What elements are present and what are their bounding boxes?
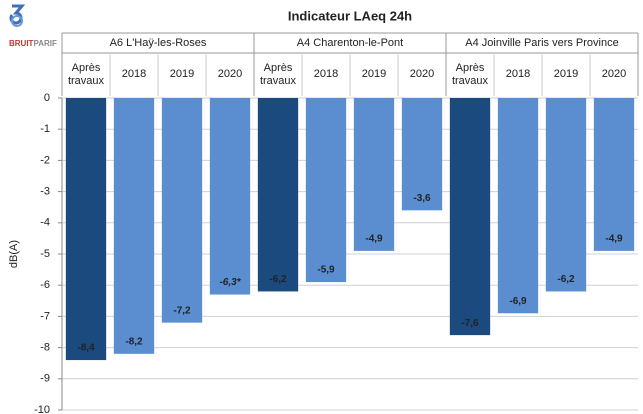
logo-text: BRUITPARIF bbox=[9, 39, 57, 48]
bar bbox=[497, 98, 539, 314]
chart-title: Indicateur LAeq 24h bbox=[288, 8, 412, 23]
x-tick-label: 2020 bbox=[601, 68, 627, 80]
logo-icon bbox=[9, 4, 26, 27]
bar bbox=[65, 98, 107, 361]
x-tick-label: 2020 bbox=[217, 68, 243, 80]
bar bbox=[257, 98, 299, 292]
group-label: A6 L'Haÿ-les-Roses bbox=[109, 36, 207, 49]
value-label: -7,6 bbox=[461, 318, 479, 329]
bar bbox=[449, 98, 491, 336]
y-tick-label: -5 bbox=[40, 248, 50, 260]
x-tick-label: Après travaux bbox=[259, 61, 297, 87]
value-label: -4,9 bbox=[365, 234, 383, 245]
x-tick-label: 2018 bbox=[313, 68, 339, 80]
value-label: -7,2 bbox=[173, 305, 191, 316]
bar bbox=[161, 98, 203, 323]
bar bbox=[305, 98, 347, 283]
y-tick-label: -2 bbox=[40, 154, 50, 166]
value-label: -6,3* bbox=[219, 277, 241, 288]
bar bbox=[593, 98, 635, 251]
x-tick-label: 2018 bbox=[505, 68, 531, 80]
value-label: -6,2 bbox=[269, 274, 287, 285]
y-tick-label: -9 bbox=[40, 373, 50, 385]
bar bbox=[545, 98, 587, 292]
y-tick-label: -7 bbox=[40, 310, 50, 322]
logo-part: BRUIT bbox=[9, 39, 34, 48]
value-label: -8,4 bbox=[77, 343, 95, 354]
group-label: A4 Charenton-le-Pont bbox=[296, 36, 404, 49]
bar bbox=[353, 98, 395, 251]
value-label: -8,2 bbox=[125, 336, 143, 347]
value-label: -4,9 bbox=[605, 234, 623, 245]
value-label: -6,9 bbox=[509, 296, 527, 307]
y-tick-label: -4 bbox=[40, 217, 50, 229]
logo-part: PARIF bbox=[33, 39, 57, 48]
y-tick-label: -1 bbox=[40, 123, 50, 135]
y-tick-label: -10 bbox=[34, 404, 50, 414]
y-tick-label: -3 bbox=[40, 186, 50, 198]
x-tick-label: 2018 bbox=[121, 68, 147, 80]
bar bbox=[401, 98, 443, 211]
x-tick-label: 2019 bbox=[553, 68, 579, 80]
bar bbox=[113, 98, 155, 354]
value-label: -6,2 bbox=[557, 274, 575, 285]
x-tick-label: 2019 bbox=[361, 68, 387, 80]
x-tick-label: 2020 bbox=[409, 68, 435, 80]
y-tick-label: -8 bbox=[40, 342, 50, 354]
value-label: -3,6 bbox=[413, 193, 431, 204]
group-label: A4 Joinville Paris vers Province bbox=[465, 36, 619, 49]
x-tick-label: Après travaux bbox=[67, 61, 105, 87]
bar bbox=[209, 98, 251, 295]
y-tick-label: 0 bbox=[44, 92, 50, 104]
y-axis-label: dB(A) bbox=[8, 240, 20, 268]
x-tick-label: Après travaux bbox=[451, 61, 489, 87]
x-tick-label: 2019 bbox=[169, 68, 195, 80]
y-tick-label: -6 bbox=[40, 279, 50, 291]
value-label: -5,9 bbox=[317, 265, 335, 276]
